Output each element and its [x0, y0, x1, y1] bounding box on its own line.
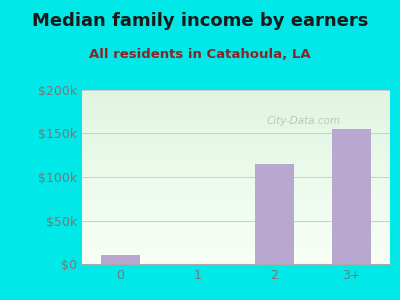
Bar — [332, 129, 371, 264]
Bar — [255, 164, 294, 264]
Text: Median family income by earners: Median family income by earners — [32, 12, 368, 30]
Bar — [101, 255, 140, 264]
Text: City-Data.com: City-Data.com — [267, 116, 341, 126]
Text: All residents in Catahoula, LA: All residents in Catahoula, LA — [89, 47, 311, 61]
